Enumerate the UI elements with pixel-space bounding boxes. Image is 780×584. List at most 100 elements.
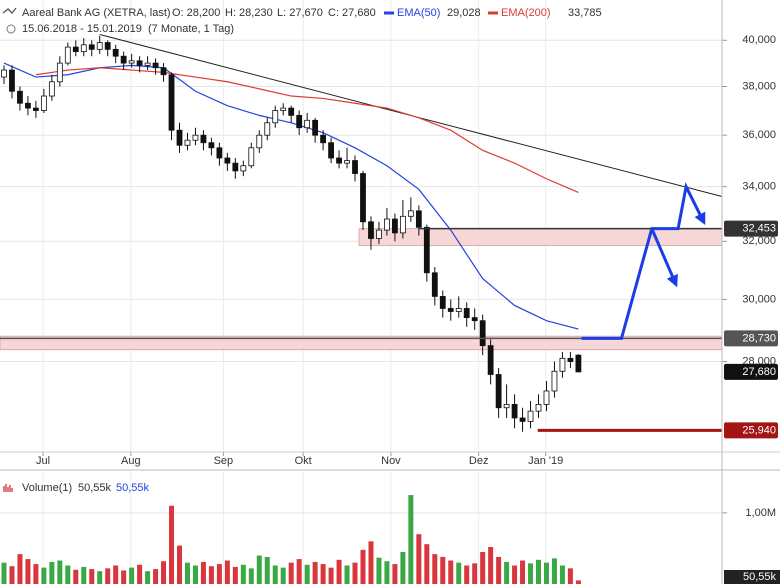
y-tick-label: 1,00M bbox=[745, 507, 776, 519]
volume-last-label: 50,55k bbox=[743, 571, 777, 583]
volume-bar bbox=[240, 564, 246, 584]
y-tick-label: 40,000 bbox=[742, 34, 776, 46]
volume-bar bbox=[216, 564, 222, 584]
ema-line bbox=[35, 67, 579, 193]
candle-body bbox=[208, 142, 215, 149]
candle-body bbox=[200, 134, 207, 144]
volume-bar bbox=[408, 495, 414, 584]
candle-body bbox=[567, 357, 574, 362]
volume-bar bbox=[41, 567, 47, 584]
candle-body bbox=[112, 48, 119, 57]
candle-body bbox=[184, 139, 191, 146]
x-tick-label: Aug bbox=[121, 455, 141, 467]
volume-bar bbox=[264, 556, 270, 584]
candle-body bbox=[575, 354, 582, 373]
candle-body bbox=[384, 218, 390, 231]
volume-bar bbox=[224, 560, 230, 584]
level-box bbox=[724, 220, 778, 237]
candle-body bbox=[272, 110, 279, 124]
icon bbox=[6, 24, 16, 34]
volume-bar bbox=[1, 562, 7, 584]
volume-bar bbox=[440, 556, 446, 584]
candle-body bbox=[40, 95, 47, 111]
candle-body bbox=[376, 229, 382, 239]
volume-bar bbox=[192, 565, 198, 584]
volume-bar bbox=[81, 566, 87, 584]
candle-body bbox=[136, 60, 143, 66]
volume-bar bbox=[25, 559, 31, 584]
volume-bar bbox=[376, 557, 382, 584]
volume-bar bbox=[49, 561, 55, 584]
candle-body bbox=[423, 226, 430, 274]
candle-body bbox=[264, 122, 271, 136]
candle-body bbox=[455, 308, 462, 312]
volume-bar bbox=[248, 568, 254, 584]
candle-body bbox=[1, 69, 7, 78]
candle-body bbox=[33, 107, 39, 111]
candle-body bbox=[360, 173, 366, 223]
volume-bar bbox=[272, 565, 278, 584]
volume-legend: Volume(1) bbox=[22, 482, 72, 494]
volume-bar bbox=[543, 562, 549, 584]
candle-body bbox=[304, 119, 311, 129]
volume-bar bbox=[9, 566, 15, 584]
volume-bar bbox=[424, 544, 430, 584]
x-tick-label: Jul bbox=[36, 455, 50, 467]
volume-bar bbox=[504, 561, 510, 584]
candle-body bbox=[559, 357, 566, 372]
candle-body bbox=[152, 62, 159, 69]
candle-body bbox=[527, 410, 534, 422]
header-icons bbox=[2, 7, 17, 492]
icon bbox=[3, 484, 13, 492]
volume-bar bbox=[416, 534, 422, 584]
volume-bar bbox=[208, 566, 214, 584]
plot-layer bbox=[0, 0, 727, 584]
candle-body bbox=[415, 210, 422, 228]
volume-bar bbox=[559, 565, 565, 584]
volume-bar bbox=[384, 561, 390, 584]
y-tick-label: 36,000 bbox=[742, 129, 776, 141]
candle-body bbox=[17, 90, 23, 104]
volume-bar bbox=[472, 563, 478, 584]
candle-body bbox=[487, 345, 494, 375]
candle-body bbox=[280, 107, 287, 111]
candle-body bbox=[368, 221, 374, 239]
volume-bar bbox=[113, 565, 119, 584]
level-label: 32,453 bbox=[742, 223, 776, 235]
volume-bar bbox=[121, 570, 127, 584]
volume-bar bbox=[105, 568, 111, 584]
volume-bar bbox=[137, 564, 143, 584]
volume-legend-average: 50,55k bbox=[116, 482, 150, 494]
candle-body bbox=[511, 403, 518, 419]
legend-value: 33,785 bbox=[568, 7, 602, 19]
candle-body bbox=[144, 62, 151, 66]
volume-bar bbox=[288, 562, 294, 584]
x-tick-label: Dez bbox=[469, 455, 489, 467]
candle-body bbox=[240, 165, 247, 172]
ohlc-value: L: 27,670 bbox=[277, 7, 323, 19]
candle-body bbox=[248, 147, 255, 167]
candle-body bbox=[392, 218, 398, 234]
volume-last-box bbox=[724, 570, 780, 584]
level-box bbox=[724, 422, 778, 439]
ohlc-value: O: 28,200 bbox=[172, 7, 220, 19]
level-box bbox=[724, 363, 778, 380]
candle-body bbox=[447, 308, 454, 312]
volume-bar bbox=[392, 564, 398, 584]
volume-bar bbox=[520, 560, 526, 584]
legend-label: EMA(200) bbox=[501, 7, 551, 19]
volume-bar bbox=[551, 558, 557, 584]
candle-body bbox=[160, 67, 167, 76]
candle-body bbox=[352, 160, 358, 174]
candle-body bbox=[503, 403, 510, 409]
candle-body bbox=[128, 60, 135, 64]
candle-body bbox=[439, 296, 446, 309]
volume-bar bbox=[352, 562, 358, 584]
volume-bar bbox=[129, 567, 135, 584]
candle-body bbox=[168, 74, 175, 131]
volume-bar bbox=[528, 563, 534, 584]
x-tick-label: Nov bbox=[381, 455, 401, 467]
